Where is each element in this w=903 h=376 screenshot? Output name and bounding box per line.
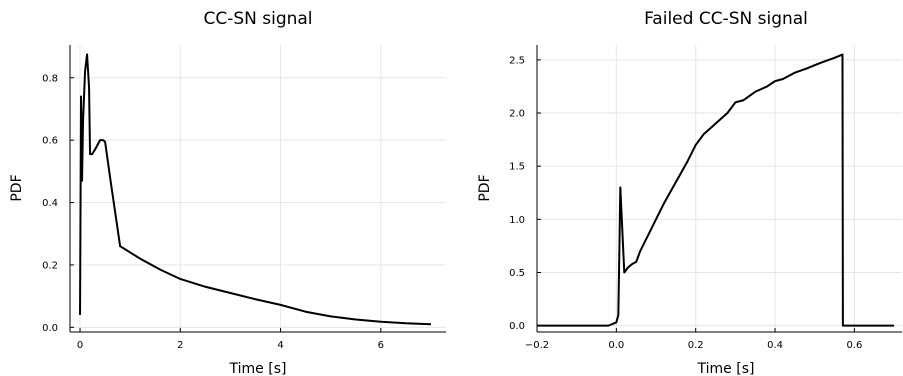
x-tick-label: 0.4 xyxy=(767,340,783,351)
x-axis-label: Time [s] xyxy=(697,361,755,376)
y-tick-labels: 0.0 0.2 0.4 0.6 0.8 xyxy=(42,73,58,334)
x-tick-labels: −0.2 0.0 0.2 0.4 0.6 xyxy=(525,340,862,351)
x-tick-label: 0.0 xyxy=(608,340,624,351)
x-tick-label: 0.2 xyxy=(688,340,704,351)
x-tick-label: 2 xyxy=(177,340,183,351)
x-tick-label: 6 xyxy=(378,340,384,351)
chart-title: Failed CC-SN signal xyxy=(644,9,808,29)
x-tick-label: −0.2 xyxy=(525,340,549,351)
x-tick-label: 0.6 xyxy=(846,340,862,351)
y-tick-label: 1.0 xyxy=(509,215,525,226)
chart-title: CC-SN signal xyxy=(203,9,312,29)
y-tick-label: 2.0 xyxy=(509,109,525,120)
x-tick-label: 0 xyxy=(77,340,83,351)
series-line xyxy=(79,53,431,326)
grid-lines xyxy=(70,45,446,332)
y-tick-label: 0.0 xyxy=(509,321,525,332)
grid-lines xyxy=(536,45,902,332)
series-lines xyxy=(79,53,431,326)
y-axis-label: PDF xyxy=(477,174,493,201)
chart-panel-failed-cc-sn: Failed CC-SN signal Time [s] PDF −0.2 0.0… xyxy=(477,9,902,376)
x-axis-label: Time [s] xyxy=(229,361,287,376)
y-tick-label: 0.5 xyxy=(509,268,525,279)
x-tick-label: 4 xyxy=(277,340,283,351)
series-line xyxy=(537,53,895,327)
axis-spines xyxy=(69,45,446,333)
y-tick-label: 1.5 xyxy=(509,162,525,173)
y-tick-label: 0.4 xyxy=(42,198,58,209)
y-tick-label: 0.2 xyxy=(42,260,58,271)
series-lines xyxy=(537,53,895,327)
y-axis-label: PDF xyxy=(9,174,25,201)
y-tick-labels: 0.0 0.5 1.0 1.5 2.0 2.5 xyxy=(509,55,525,332)
y-tick-label: 0.0 xyxy=(42,323,58,334)
chart-panel-cc-sn: CC-SN signal Time [s] PDF 0 2 4 6 0.0 0.2 0.4… xyxy=(9,9,446,376)
y-tick-label: 0.8 xyxy=(42,73,58,84)
y-tick-label: 0.6 xyxy=(42,136,58,147)
y-tick-label: 2.5 xyxy=(509,55,525,66)
axis-spines xyxy=(536,45,902,333)
x-tick-labels: 0 2 4 6 xyxy=(77,340,384,351)
